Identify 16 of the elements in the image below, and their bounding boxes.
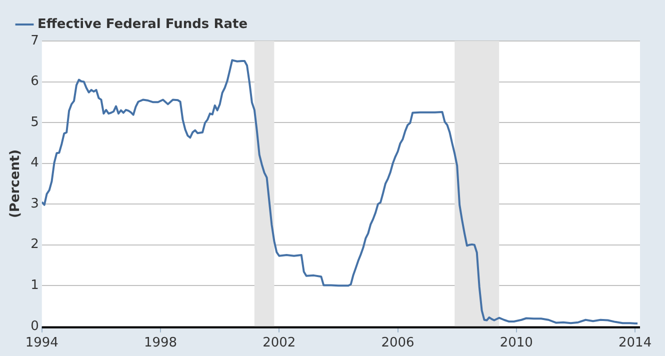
y-tick-label: 6 <box>30 74 39 90</box>
y-axis-title: (Percent) <box>8 149 24 218</box>
y-tick-label: 0 <box>30 318 39 334</box>
y-tick-label: 3 <box>30 196 39 212</box>
x-tick-label: 2002 <box>262 336 296 351</box>
x-tick-label: 2006 <box>381 336 414 351</box>
x-tick-label: 2010 <box>500 336 533 351</box>
x-tick-label: 2014 <box>618 336 652 351</box>
x-tick-label: 1998 <box>144 336 178 351</box>
y-tick-label: 2 <box>30 237 39 252</box>
y-tick-label: 7 <box>30 33 39 48</box>
y-tick-label: 1 <box>30 278 39 294</box>
y-tick-label: 5 <box>30 114 39 130</box>
legend-label: Effective Federal Funds Rate <box>38 16 248 32</box>
x-tick-label: 1994 <box>25 336 58 351</box>
y-tick-label: 4 <box>30 156 39 171</box>
